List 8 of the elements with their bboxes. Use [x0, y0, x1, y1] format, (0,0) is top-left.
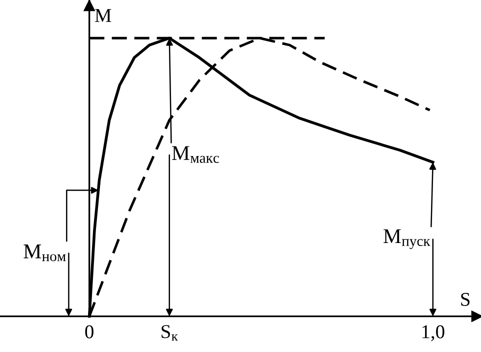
annotation: M$_{ном}$: [24, 244, 66, 262]
x-tick-label: 1,0: [422, 325, 444, 342]
x-tick-label: 0: [85, 325, 94, 338]
annotation: M$_{пуск}$: [384, 229, 430, 250]
y-axis-title: M: [95, 9, 112, 22]
x-axis-title: S: [461, 292, 470, 306]
x-tick-label: S$_{к}$: [162, 325, 178, 341]
annotation: M$_{макс}$: [172, 146, 219, 163]
